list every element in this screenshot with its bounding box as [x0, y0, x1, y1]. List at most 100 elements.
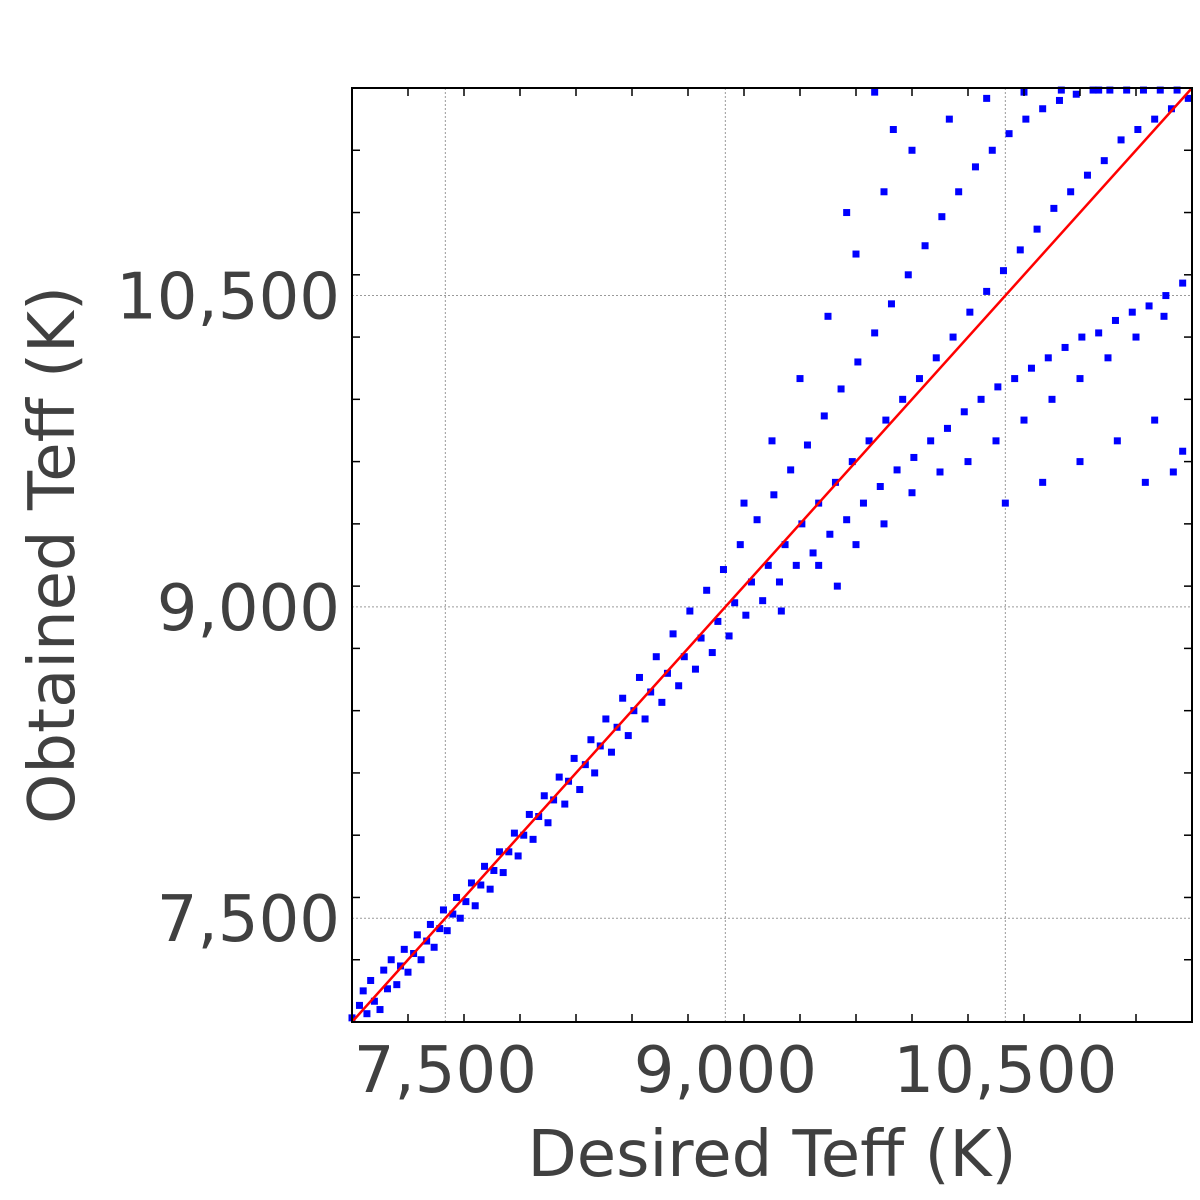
data-point-0-52 [587, 736, 595, 744]
data-point-0-154 [1156, 86, 1164, 94]
data-point-0-11 [393, 981, 401, 989]
data-point-0-19 [426, 920, 434, 928]
data-point-0-179 [1151, 416, 1159, 424]
data-point-0-161 [815, 561, 823, 569]
data-point-0-65 [658, 698, 666, 706]
data-point-0-85 [770, 491, 778, 499]
y-tick-label-1: 9,000 [157, 572, 340, 646]
data-point-0-84 [764, 561, 772, 569]
data-point-0-152 [1145, 302, 1153, 310]
data-point-0-163 [852, 541, 860, 549]
data-point-0-79 [736, 541, 744, 549]
data-point-0-109 [904, 271, 912, 279]
data-point-0-4 [363, 1010, 371, 1018]
data-point-0-103 [871, 329, 879, 337]
data-point-0-159 [1184, 94, 1192, 102]
data-point-0-183 [740, 499, 748, 507]
data-point-0-55 [602, 715, 610, 723]
data-point-0-27 [462, 898, 470, 906]
data-point-0-53 [591, 769, 599, 777]
data-point-0-88 [787, 466, 795, 474]
data-point-0-6 [370, 997, 378, 1005]
data-point-0-126 [999, 267, 1007, 275]
data-points [348, 86, 1192, 1022]
data-point-0-108 [899, 395, 907, 403]
data-point-0-66 [663, 669, 671, 677]
data-point-0-20 [430, 943, 438, 951]
data-point-0-195 [871, 88, 879, 96]
data-point-0-23 [443, 927, 451, 935]
data-point-0-136 [1055, 96, 1063, 104]
data-point-0-190 [945, 115, 953, 123]
data-point-0-61 [635, 673, 643, 681]
y-tick-labels: 7,500 9,000 10,500 [116, 261, 340, 958]
data-point-0-83 [759, 597, 767, 605]
data-point-0-185 [796, 375, 804, 383]
data-point-0-175 [1001, 499, 1009, 507]
data-point-0-90 [798, 520, 806, 528]
data-point-0-104 [876, 483, 884, 491]
x-tick-label-0: 7,500 [354, 1034, 537, 1108]
data-point-0-3 [359, 987, 367, 995]
plot-frame [351, 87, 1193, 1023]
data-point-0-43 [540, 792, 548, 800]
data-point-0-120 [966, 308, 974, 316]
data-point-0-118 [955, 188, 963, 196]
data-point-0-160 [777, 607, 785, 615]
data-point-0-124 [988, 146, 996, 154]
data-point-0-32 [486, 885, 494, 893]
data-point-0-24 [449, 910, 457, 918]
data-point-0-100 [854, 358, 862, 366]
data-point-0-129 [1016, 246, 1024, 254]
data-point-0-145 [1106, 86, 1114, 94]
data-point-0-62 [641, 715, 649, 723]
data-point-0-197 [843, 209, 851, 217]
data-point-0-180 [1179, 447, 1187, 455]
data-point-0-196 [889, 126, 897, 134]
y-tick-label-2: 10,500 [116, 261, 340, 335]
data-point-0-75 [714, 617, 722, 625]
data-point-0-164 [880, 520, 888, 528]
data-point-0-194 [1095, 86, 1103, 94]
data-point-0-35 [499, 869, 507, 877]
data-point-0-37 [510, 829, 518, 837]
data-point-0-157 [1173, 86, 1181, 94]
data-point-0-73 [703, 586, 711, 594]
data-point-0-127 [1005, 130, 1013, 138]
data-point-0-10 [387, 956, 395, 964]
data-point-0-89 [792, 561, 800, 569]
data-point-0-176 [1039, 478, 1047, 486]
data-point-0-60 [630, 707, 638, 715]
data-point-0-144 [1100, 157, 1108, 165]
data-point-0-182 [1141, 478, 1149, 486]
data-point-0-78 [731, 599, 739, 607]
data-point-0-22 [439, 906, 447, 914]
data-point-0-116 [943, 424, 951, 432]
data-point-0-193 [1057, 86, 1065, 94]
data-point-0-68 [675, 682, 683, 690]
data-point-0-188 [880, 188, 888, 196]
data-point-0-99 [848, 458, 856, 466]
data-point-0-91 [803, 441, 811, 449]
data-point-0-9 [383, 985, 391, 993]
data-point-0-14 [404, 968, 412, 976]
data-point-0-2 [355, 1001, 363, 1009]
x-tick-label-2: 10,500 [893, 1034, 1117, 1108]
data-point-0-137 [1061, 343, 1069, 351]
data-point-0-26 [456, 914, 464, 922]
y-tick-label-0: 7,500 [157, 883, 340, 957]
data-point-0-110 [910, 453, 918, 461]
data-point-0-115 [938, 213, 946, 221]
data-point-0-49 [570, 754, 578, 762]
data-point-0-123 [983, 287, 991, 295]
data-point-0-153 [1151, 115, 1159, 123]
data-point-0-82 [753, 516, 761, 524]
data-point-0-101 [859, 499, 867, 507]
data-point-0-141 [1083, 171, 1091, 179]
data-point-0-97 [837, 385, 845, 393]
tick-marks [351, 87, 1193, 1023]
data-point-0-140 [1078, 333, 1086, 341]
data-point-0-13 [400, 945, 408, 953]
data-point-0-80 [742, 611, 750, 619]
